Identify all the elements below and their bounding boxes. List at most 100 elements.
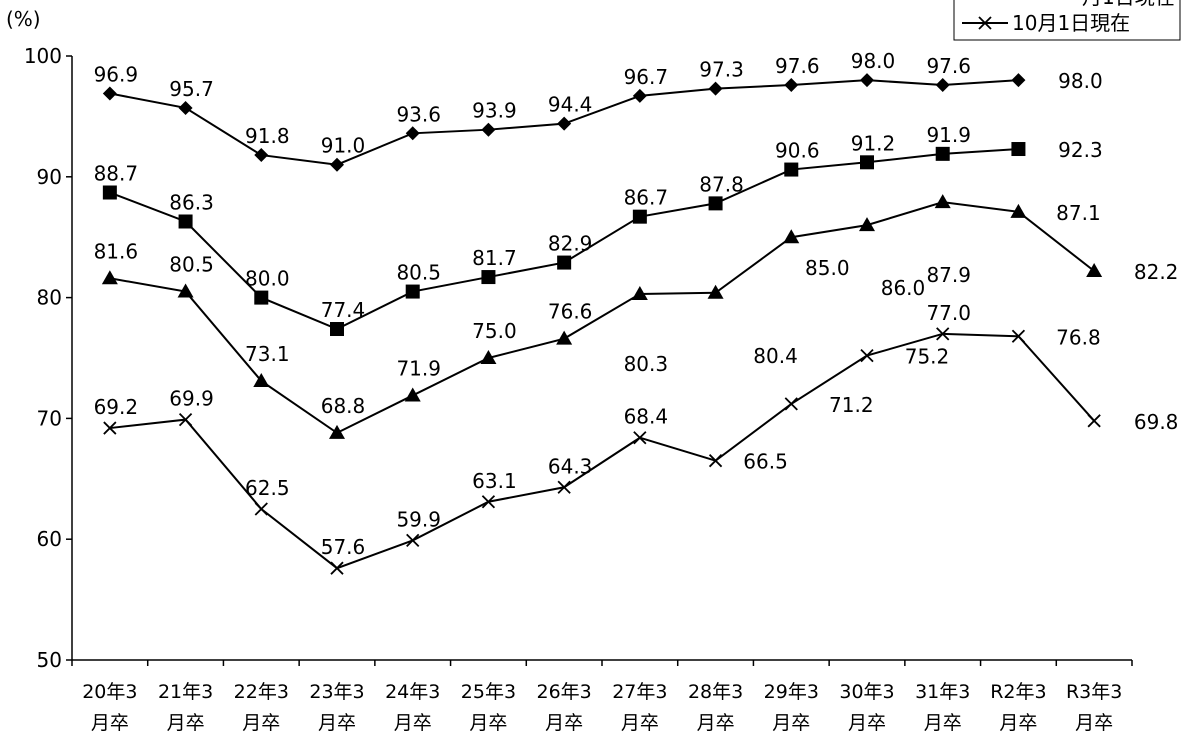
data-label: 82.9: [548, 232, 593, 256]
data-label: 75.0: [472, 319, 517, 343]
data-point-diamond: [481, 122, 496, 137]
x-tick-label: 27年3: [612, 681, 667, 703]
data-label: 57.6: [321, 535, 366, 559]
data-point-square: [632, 209, 647, 224]
data-label: 64.3: [548, 454, 593, 478]
legend-label: 10月1日現在: [1012, 11, 1130, 35]
data-label: 76.8: [1056, 325, 1101, 349]
data-point-triangle: [1086, 263, 1103, 278]
y-tick-label: 90: [37, 165, 62, 189]
data-label: 91.8: [245, 124, 290, 148]
data-label: 91.2: [851, 131, 896, 155]
x-tick-label-line2: 月卒: [469, 712, 507, 734]
data-point-x: [254, 502, 268, 516]
data-label: 87.8: [699, 172, 744, 196]
data-point-x: [860, 348, 874, 363]
data-point-triangle: [329, 424, 345, 439]
data-label: 77.4: [321, 298, 366, 322]
data-point-diamond: [632, 88, 647, 103]
data-point-diamond: [254, 148, 269, 163]
x-tick-label-line2: 月卒: [621, 712, 659, 734]
data-point-x: [1011, 329, 1026, 343]
x-tick-label: 23年3: [309, 681, 364, 703]
data-label: 73.1: [245, 342, 290, 366]
data-label: 69.2: [94, 395, 139, 419]
data-point-x: [330, 561, 344, 575]
data-label: 62.5: [245, 476, 290, 500]
data-label: 71.9: [396, 356, 441, 380]
x-tick-label: 22年3: [234, 681, 289, 703]
data-point-square: [557, 255, 572, 270]
data-point-diamond: [784, 77, 799, 92]
data-point-triangle: [707, 284, 724, 299]
data-label: 76.6: [548, 300, 593, 324]
data-label: 97.6: [926, 54, 971, 78]
series-x-line: [109, 332, 1095, 570]
data-point-square: [481, 270, 496, 285]
data-point-diamond: [330, 157, 344, 172]
data-point-triangle: [783, 229, 800, 244]
data-point-x: [406, 533, 420, 548]
data-label: 95.7: [169, 77, 214, 101]
y-tick-label: 80: [37, 286, 62, 310]
data-label: 81.6: [94, 239, 139, 263]
data-label: 98.0: [1058, 69, 1103, 93]
data-point-diamond: [405, 126, 420, 141]
data-point-square: [102, 185, 117, 200]
data-label: 80.3: [624, 352, 669, 376]
data-point-square: [178, 214, 193, 229]
data-label: 85.0: [805, 256, 850, 280]
data-point-square: [1011, 142, 1026, 157]
data-label: 98.0: [851, 49, 896, 73]
data-label: 69.9: [169, 387, 214, 411]
data-point-x: [784, 397, 798, 411]
x-tick-label-line2: 月卒: [394, 712, 432, 734]
data-label: 86.0: [881, 276, 926, 300]
data-label: 87.1: [1056, 201, 1101, 225]
data-point-square: [254, 290, 269, 305]
y-axis-unit-label: (%): [6, 7, 41, 31]
data-label: 96.7: [624, 65, 669, 89]
data-label: 63.1: [472, 469, 517, 493]
data-point-triangle: [556, 330, 573, 345]
legend-x-icon: [978, 16, 992, 30]
data-label: 88.7: [94, 162, 139, 186]
data-point-diamond: [178, 100, 193, 115]
data-label: 97.3: [699, 58, 744, 82]
x-tick-label: 26年3: [537, 681, 592, 703]
x-tick-label: 31年3: [915, 681, 970, 703]
data-point-triangle: [480, 350, 497, 364]
x-tick-label: 25年3: [461, 681, 516, 703]
y-tick-label: 50: [37, 648, 62, 672]
x-tick-label: R3年3: [1066, 681, 1122, 703]
data-label: 97.6: [775, 54, 820, 78]
data-label: 93.9: [472, 99, 517, 123]
data-point-square: [784, 162, 799, 177]
x-tick-label-line2: 月卒: [167, 712, 205, 734]
data-label: 80.0: [245, 267, 290, 291]
data-label: 66.5: [743, 450, 788, 474]
data-point-diamond: [557, 116, 572, 131]
legend-x-marker: [978, 16, 992, 30]
x-tick-label-line2: 月卒: [999, 712, 1037, 734]
data-label: 75.2: [905, 345, 950, 369]
data-point-triangle: [1010, 203, 1027, 218]
data-label: 91.0: [321, 134, 366, 158]
data-label: 90.6: [775, 139, 820, 163]
data-point-x: [633, 431, 647, 445]
data-point-x: [708, 454, 723, 468]
data-label: 68.4: [624, 405, 669, 429]
x-tick-label-line2: 月卒: [545, 712, 583, 734]
data-label: 87.9: [926, 263, 971, 287]
x-tick-label: R2年3: [990, 681, 1046, 703]
data-label: 69.8: [1134, 410, 1179, 434]
data-point-x: [178, 412, 193, 427]
data-point-triangle: [934, 194, 951, 209]
data-labels: 96.9 95.7 91.8 91.0 93.6 93.9 94.4 96.7 97.3 97.6…: [94, 49, 1179, 559]
data-label: 81.7: [472, 246, 517, 270]
x-tick-label-line2: 月卒: [242, 712, 280, 734]
data-label: 59.9: [396, 507, 441, 531]
axes: 50 60 70 80 90 100 20年3 月卒 21年3 月卒 22年3 月卒 23年3 月卒 24年…: [24, 44, 1133, 734]
x-tick-label: 24年3: [385, 681, 440, 703]
